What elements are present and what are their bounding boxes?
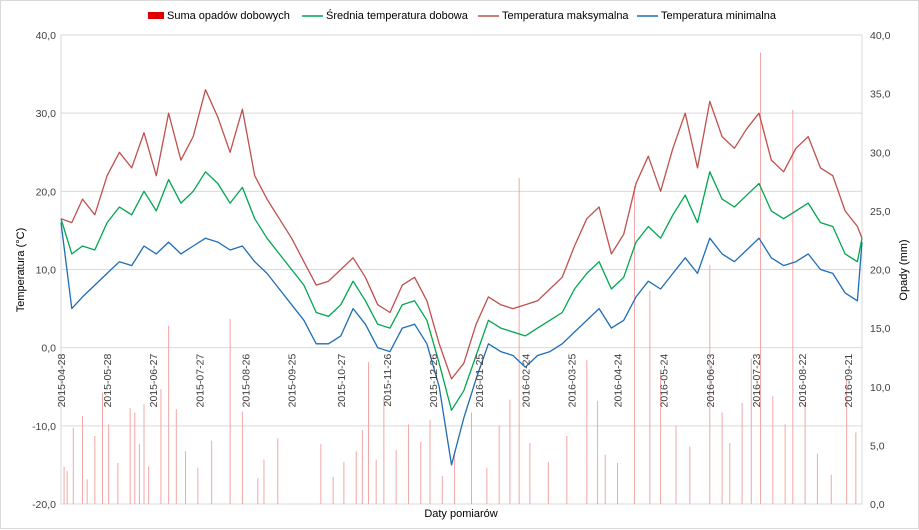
y2-tick-label: 35,0 xyxy=(870,89,891,101)
legend-label-min-temperature: Temperatura minimalna xyxy=(661,10,777,22)
min-temperature-line xyxy=(60,222,863,466)
y2-tick-label: 40,0 xyxy=(870,30,891,42)
y2-tick-label: 25,0 xyxy=(870,206,891,218)
y2-tick-label: 30,0 xyxy=(870,147,891,159)
x-tick-label: 2016-02-24 xyxy=(520,354,532,408)
legend-swatch-precipitation xyxy=(148,12,164,19)
legend-label-precipitation: Suma opadów dobowych xyxy=(167,10,290,22)
x-tick-label: 2016-01-25 xyxy=(474,354,486,408)
x-tick-label: 2015-04-28 xyxy=(56,354,68,408)
mean-temperature-line xyxy=(60,171,863,411)
x-tick-label: 2015-09-25 xyxy=(287,354,299,408)
y-tick-label: 0,0 xyxy=(41,343,56,355)
x-axis-title: Daty pomiarów xyxy=(424,508,497,520)
left-axis-ticks: -20,0 -10,0 0,0 10,0 20,0 30,0 40,0 xyxy=(32,30,56,511)
legend-label-mean-temperature: Średnia temperatura dobowa xyxy=(326,9,469,22)
y2-axis-title: Opady (mm) xyxy=(898,239,910,300)
y-tick-label: -20,0 xyxy=(32,499,56,511)
y2-tick-label: 0,0 xyxy=(870,499,885,511)
x-tick-label: 2016-04-24 xyxy=(612,353,624,407)
x-tick-label: 2015-05-28 xyxy=(102,354,114,408)
y-tick-label: 10,0 xyxy=(36,265,57,277)
y2-tick-label: 15,0 xyxy=(870,323,891,335)
x-tick-label: 2016-08-22 xyxy=(797,354,809,408)
x-tick-label: 2015-08-26 xyxy=(240,354,252,408)
temperature-lines xyxy=(60,89,863,466)
y2-tick-label: 20,0 xyxy=(870,265,891,277)
y-tick-label: 20,0 xyxy=(36,186,57,198)
legend-label-max-temperature: Temperatura maksymalna xyxy=(502,10,629,22)
y-axis-title: Temperatura (°C) xyxy=(15,228,27,312)
y2-tick-label: 5,0 xyxy=(870,440,885,452)
x-tick-label: 2015-12-26 xyxy=(428,354,440,408)
x-tick-label: 2016-05-24 xyxy=(659,354,671,408)
x-tick-label: 2015-06-27 xyxy=(148,354,160,408)
x-tick-label: 2015-07-27 xyxy=(194,354,206,408)
x-tick-label: 2016-07-23 xyxy=(751,354,763,408)
x-tick-label: 2016-06-23 xyxy=(705,354,717,408)
max-temperature-line xyxy=(60,89,863,380)
precipitation-bars xyxy=(63,52,857,504)
y-tick-label: -10,0 xyxy=(32,421,56,433)
x-tick-label: 2016-03-25 xyxy=(566,354,578,408)
x-axis-ticks: 2015-04-28 2015-05-28 2015-06-27 2015-07-27… xyxy=(56,353,855,407)
right-axis-ticks: 0,0 5,0 10,0 15,0 20,0 25,0 30,0 35,0 40,0 xyxy=(870,30,891,511)
legend: Suma opadów dobowych Średnia temperatura… xyxy=(148,9,777,22)
y-tick-label: 40,0 xyxy=(36,30,57,42)
plot-area xyxy=(60,34,863,505)
y2-tick-label: 10,0 xyxy=(870,382,891,394)
x-tick-label: 2015-11-26 xyxy=(382,354,394,407)
y-tick-label: 30,0 xyxy=(36,108,57,120)
x-tick-label: 2016-09-21 xyxy=(843,354,855,408)
x-tick-label: 2015-10-27 xyxy=(336,354,348,408)
